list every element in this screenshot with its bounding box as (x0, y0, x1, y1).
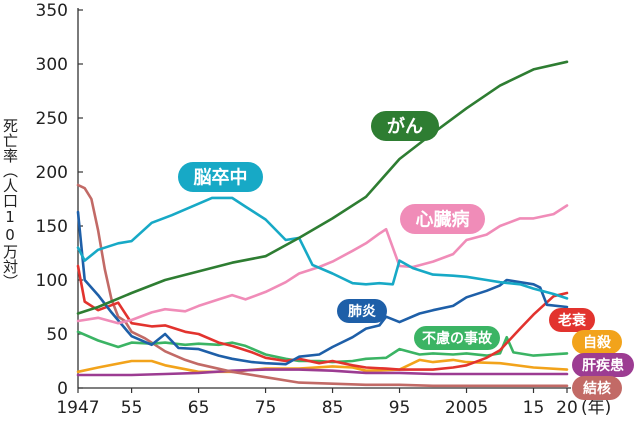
series-label-pill-8 (572, 353, 634, 377)
series-label-pill-4 (337, 299, 387, 323)
y-tick-label: 50 (46, 325, 68, 345)
series-line-9 (76, 60, 569, 315)
y-tick-label: 250 (36, 109, 68, 129)
series-line-1 (76, 358, 569, 374)
y-tick-label: 200 (36, 163, 68, 183)
x-tick-label: 2005 (445, 398, 488, 418)
series-label-8: 肝疾患 (582, 357, 624, 374)
series-line-5 (76, 264, 569, 371)
x-axis-unit: (年) (581, 398, 611, 418)
x-tick-label: 55 (121, 398, 143, 418)
y-tick-label: 100 (36, 271, 68, 291)
y-tick-label: 0 (57, 379, 68, 399)
x-tick-label: 95 (389, 398, 411, 418)
axis-layer: 0 50 100 150 200 250 300 350 1947 55 65 75 85 95 2005 1… (1, 1, 611, 418)
series-label-pill-3 (400, 204, 485, 234)
series-label-pill-2 (178, 162, 263, 192)
series-line-7 (76, 204, 569, 325)
series-layer (76, 60, 569, 388)
series-label-pill-9 (572, 376, 622, 400)
series-label-5: 不慮の事故 (422, 330, 493, 347)
x-tick-label: 15 (523, 398, 545, 418)
series-label-7: 自殺 (583, 334, 612, 351)
x-tick-label: 20 (556, 398, 578, 418)
series-label-9: 結核 (583, 380, 611, 397)
x-tick-label: 75 (255, 398, 277, 418)
x-tick-label: 1947 (56, 398, 99, 418)
series-label-2: 脳卒中 (194, 167, 248, 189)
series-line-8 (76, 196, 569, 300)
series-label-pill-5 (414, 326, 500, 350)
series-label-pill-7 (572, 330, 622, 354)
series-label-pill-6 (549, 308, 595, 332)
series-label-3: 心臓病 (416, 209, 470, 231)
y-axis-label: 死亡率（人口10万対） (1, 118, 19, 289)
series-label-6: 老衰 (558, 312, 587, 329)
y-tick-label: 150 (36, 217, 68, 237)
series-label-pill-1 (371, 111, 439, 141)
x-tick-label: 65 (188, 398, 210, 418)
series-label-4: 肺炎 (348, 304, 376, 320)
series-label-1: がん (387, 116, 423, 138)
series-line-2 (76, 368, 569, 377)
x-tick-label: 85 (322, 398, 344, 418)
y-tick-label: 300 (36, 55, 68, 75)
y-tick-label: 350 (36, 1, 68, 21)
